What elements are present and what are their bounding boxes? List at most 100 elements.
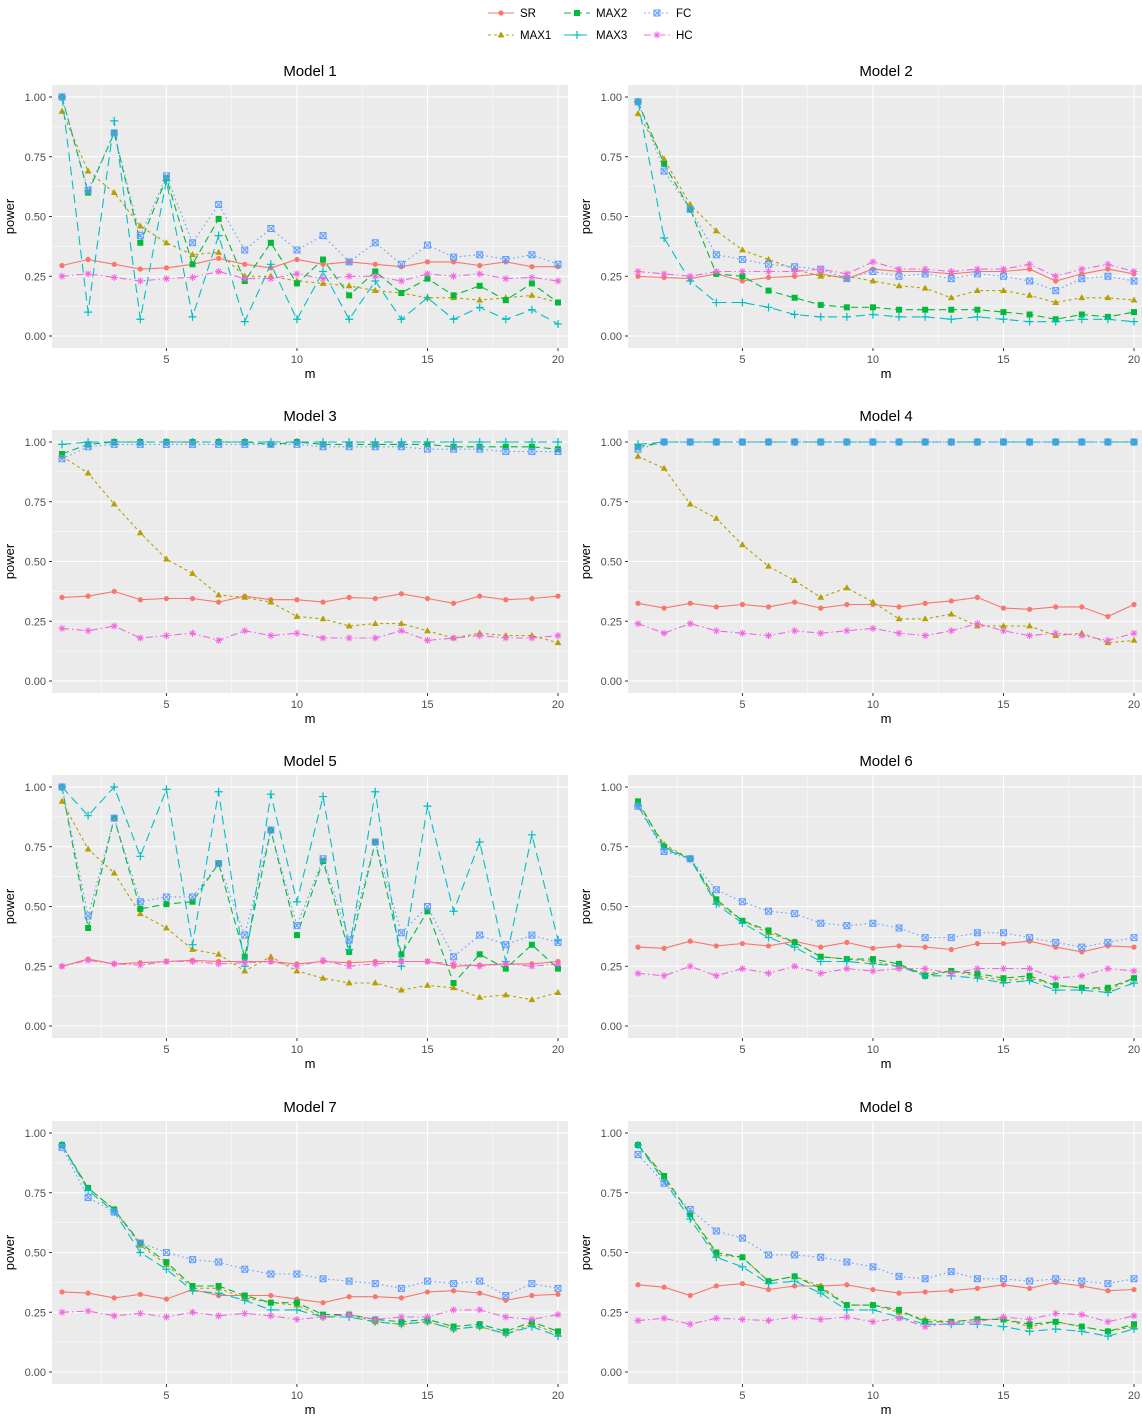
- data-point: [424, 275, 431, 282]
- legend-entry-max2: MAX2: [564, 8, 627, 20]
- x-tick-label: 20: [1128, 1390, 1140, 1402]
- series-line: [61, 786, 559, 958]
- data-point: [739, 940, 746, 947]
- series-line: [61, 590, 559, 604]
- data-point: [791, 939, 798, 946]
- data-point: [240, 317, 249, 326]
- data-point: [476, 1306, 484, 1314]
- x-axis-label: m: [305, 1056, 316, 1071]
- y-tick-label: 0.25: [25, 1307, 46, 1319]
- data-point: [136, 910, 144, 917]
- data-point: [1077, 1327, 1086, 1336]
- data-point: [947, 969, 955, 977]
- data-point: [475, 438, 484, 446]
- data-point: [895, 924, 903, 932]
- data-point: [1130, 277, 1138, 285]
- series-line: [637, 1144, 1135, 1332]
- data-point: [817, 629, 825, 637]
- data-point: [371, 838, 379, 846]
- data-point: [320, 261, 326, 267]
- data-point: [397, 627, 405, 635]
- data-point: [528, 962, 536, 970]
- data-point: [843, 584, 851, 591]
- data-point: [214, 231, 223, 240]
- y-tick-label: 0.00: [25, 676, 46, 688]
- data-point: [241, 440, 249, 448]
- data-point: [554, 960, 562, 968]
- series-line: [637, 455, 1135, 644]
- series-hc: [634, 1309, 1138, 1331]
- data-point: [110, 440, 118, 448]
- data-point: [974, 1285, 980, 1291]
- data-point: [476, 993, 484, 1000]
- series-fc: [634, 438, 1138, 453]
- data-point: [319, 267, 328, 276]
- data-point: [84, 443, 92, 451]
- data-point: [895, 629, 903, 637]
- data-point: [738, 267, 746, 275]
- data-point: [450, 953, 458, 961]
- data-point: [895, 265, 903, 273]
- data-point: [345, 945, 354, 954]
- data-point: [501, 1329, 510, 1338]
- data-point: [423, 241, 431, 249]
- data-point: [528, 1280, 536, 1288]
- data-point: [947, 610, 955, 617]
- data-point: [1131, 1286, 1137, 1293]
- data-point: [110, 189, 118, 195]
- series-fc: [634, 98, 1138, 295]
- data-point: [1026, 266, 1033, 272]
- data-point: [216, 255, 222, 261]
- data-point: [450, 600, 457, 606]
- data-point: [738, 629, 746, 637]
- data-point: [1130, 1324, 1138, 1333]
- data-point: [450, 292, 457, 299]
- series-line: [637, 596, 1135, 618]
- data-point: [372, 595, 378, 602]
- data-point: [293, 440, 301, 448]
- data-point: [738, 298, 747, 307]
- data-point: [241, 953, 248, 960]
- series-line: [61, 257, 558, 270]
- data-point: [1130, 978, 1138, 987]
- data-point: [738, 898, 746, 906]
- x-tick-label: 10: [291, 354, 303, 366]
- series-line: [61, 455, 559, 644]
- data-point: [713, 1249, 720, 1256]
- data-point: [869, 1318, 877, 1326]
- y-tick-label: 0.75: [601, 497, 622, 509]
- data-point: [712, 227, 720, 234]
- y-tick-label: 0.75: [601, 152, 622, 164]
- data-point: [215, 950, 223, 957]
- data-point: [1131, 601, 1137, 608]
- data-point: [214, 1289, 223, 1298]
- series-line: [637, 805, 1135, 948]
- data-point: [476, 443, 483, 450]
- data-point: [59, 450, 65, 457]
- data-point: [844, 601, 850, 608]
- data-point: [528, 291, 536, 298]
- data-point: [137, 1291, 143, 1297]
- data-point: [842, 312, 851, 321]
- series-line: [637, 805, 1135, 994]
- x-axis-label: m: [305, 366, 316, 381]
- series-hc: [58, 1306, 562, 1323]
- data-point: [319, 615, 327, 622]
- data-point: [791, 1273, 798, 1280]
- data-point: [137, 266, 143, 272]
- data-point: [1131, 309, 1137, 316]
- data-point: [1079, 604, 1085, 610]
- x-tick-label: 20: [552, 1390, 564, 1402]
- data-point: [241, 1292, 248, 1299]
- data-point: [948, 946, 954, 953]
- data-point: [528, 1315, 536, 1323]
- data-point: [686, 272, 694, 280]
- data-point: [320, 858, 327, 865]
- y-axis-label: power: [2, 543, 17, 579]
- data-point: [1130, 1312, 1138, 1320]
- y-tick-label: 0.25: [601, 271, 622, 283]
- data-point: [686, 855, 694, 863]
- data-point: [215, 440, 223, 448]
- data-point: [58, 93, 66, 101]
- data-point: [163, 265, 170, 271]
